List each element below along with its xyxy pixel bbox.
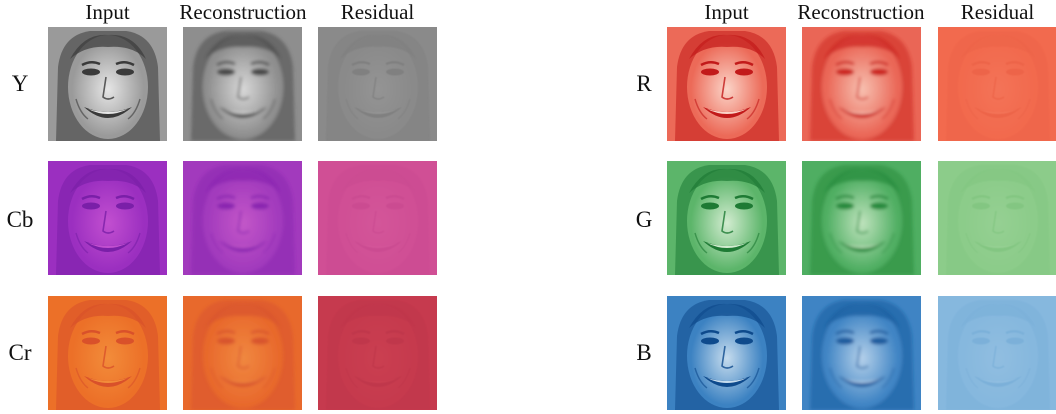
face-image-g-reconstruction	[802, 161, 921, 275]
face-image-y-residual	[318, 27, 437, 141]
face-image-r-reconstruction	[802, 27, 921, 141]
column-header-reconstruction: Reconstruction	[179, 0, 307, 24]
row-label-cr: Cr	[8, 340, 32, 365]
row-label-g: G	[635, 207, 653, 232]
face-image-r-input	[667, 27, 786, 141]
ycbcr-panel: Input Reconstruction Residual Y Cb Cr	[0, 0, 437, 414]
column-header-residual: Residual	[340, 0, 415, 24]
column-header-reconstruction: Reconstruction	[797, 0, 925, 24]
face-image-y-input	[48, 27, 167, 141]
face-image-g-input	[667, 161, 786, 275]
row-label-b: B	[636, 340, 652, 365]
face-image-cb-reconstruction	[183, 161, 302, 275]
face-image-cb-residual	[318, 161, 437, 275]
face-image-r-residual	[938, 27, 1056, 141]
face-image-g-residual	[938, 161, 1056, 275]
face-image-cr-reconstruction	[183, 296, 302, 410]
row-label-y: Y	[11, 71, 29, 96]
column-header-input: Input	[85, 0, 130, 24]
column-header-input: Input	[704, 0, 749, 24]
face-image-cr-input	[48, 296, 167, 410]
row-label-cb: Cb	[6, 207, 34, 232]
row-label-r: R	[636, 71, 652, 96]
face-image-b-input	[667, 296, 786, 410]
face-image-b-residual	[938, 296, 1056, 410]
face-image-b-reconstruction	[802, 296, 921, 410]
column-header-residual: Residual	[960, 0, 1035, 24]
face-image-cr-residual	[318, 296, 437, 410]
face-image-y-reconstruction	[183, 27, 302, 141]
rgb-panel: Input Reconstruction Residual R G B	[600, 0, 1056, 414]
face-image-cb-input	[48, 161, 167, 275]
